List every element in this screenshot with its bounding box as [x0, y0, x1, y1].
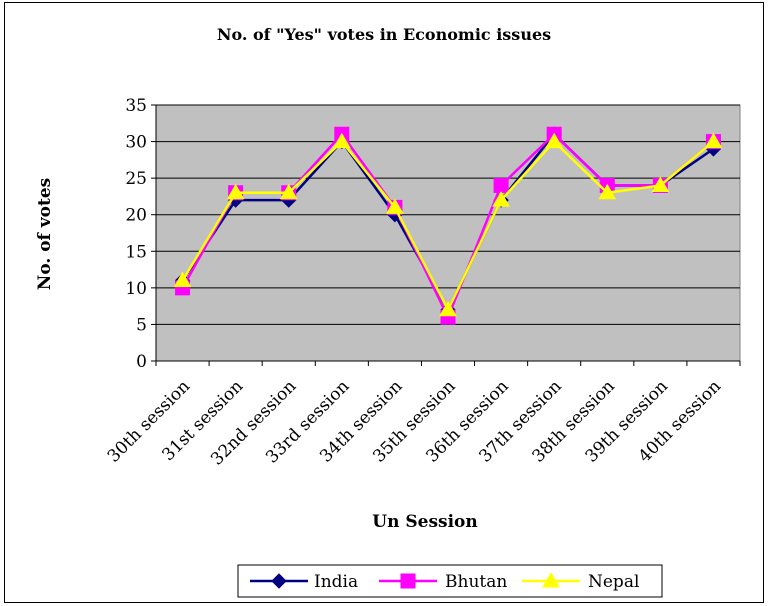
legend: India Bhutan Nepal — [237, 564, 663, 598]
legend-marker-india — [271, 573, 287, 589]
axes — [155, 105, 740, 362]
data-point-nepal — [226, 183, 245, 200]
legend-label-bhutan: Bhutan — [445, 572, 507, 592]
series-group — [173, 126, 723, 325]
y-tick-label: 25 — [125, 169, 147, 189]
legend-marker-bhutan — [400, 573, 416, 589]
x-axis-title: Un Session — [372, 512, 478, 532]
data-point-nepal — [439, 300, 457, 317]
data-point-nepal — [173, 271, 192, 288]
data-point-nepal — [704, 132, 723, 149]
y-tick-label: 15 — [125, 242, 147, 262]
data-point-nepal — [598, 183, 617, 200]
data-point-nepal — [545, 132, 564, 149]
y-axis-ticks: 0 5 10 15 20 25 30 35 — [125, 96, 156, 372]
legend-marker-nepal — [542, 571, 560, 588]
y-tick-label: 35 — [125, 96, 147, 116]
data-point-nepal — [492, 191, 510, 207]
data-point-bhutan — [493, 177, 509, 193]
chart-title: No. of "Yes" votes in Economic issues — [217, 25, 551, 44]
gridlines — [156, 104, 740, 325]
y-tick-label: 30 — [125, 133, 147, 153]
data-point-nepal — [279, 183, 298, 200]
legend-box — [237, 564, 663, 598]
data-point-nepal — [386, 198, 404, 214]
series-nepal — [173, 132, 723, 317]
data-point-nepal — [332, 132, 351, 149]
y-tick-label: 5 — [136, 315, 147, 335]
y-tick-label: 20 — [125, 206, 147, 226]
y-tick-label: 10 — [125, 279, 147, 299]
y-axis-title: No. of votes — [35, 178, 55, 290]
y-tick-label: 0 — [136, 352, 147, 372]
legend-label-india: India — [314, 572, 358, 592]
data-point-nepal — [651, 176, 670, 192]
legend-label-nepal: Nepal — [588, 572, 639, 592]
